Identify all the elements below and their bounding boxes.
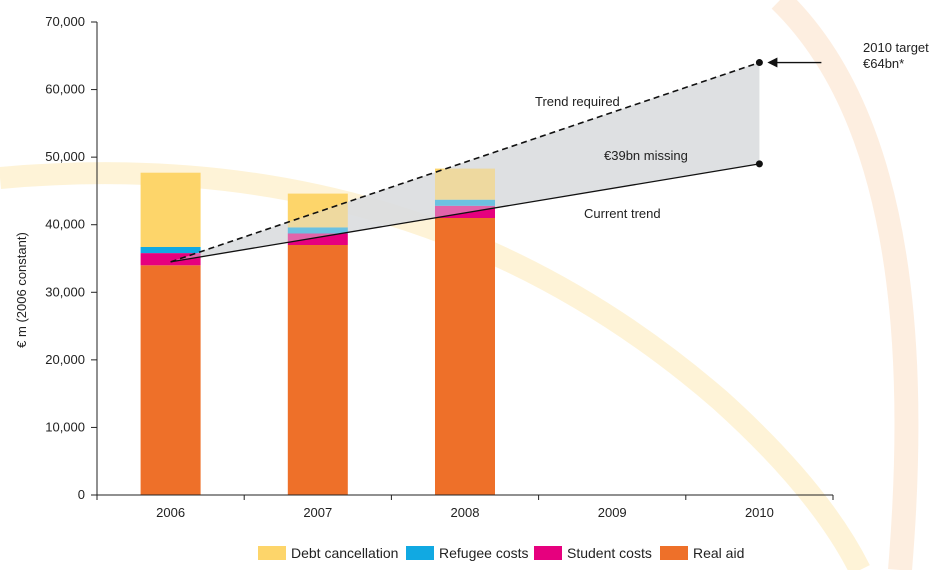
legend-label-refugee-costs: Refugee costs xyxy=(439,545,529,561)
trend-required-line xyxy=(170,61,760,263)
y-tick-label: 50,000 xyxy=(45,149,85,164)
y-tick-label: 60,000 xyxy=(45,82,85,97)
bar-refugee-costs-2006 xyxy=(140,247,201,254)
y-tick-label: 20,000 xyxy=(45,352,85,367)
target-label-line2: €64bn* xyxy=(863,56,904,71)
legend-swatch-student-costs xyxy=(534,546,562,560)
y-tick-label: 30,000 xyxy=(45,284,85,299)
legend-swatch-refugee-costs xyxy=(406,546,434,560)
gap-label: €39bn missing xyxy=(604,148,688,163)
x-tick-label: 2006 xyxy=(156,505,185,520)
current-end-point xyxy=(755,160,763,168)
bar-real-aid-2008 xyxy=(435,218,495,495)
trend-required-label: Trend required xyxy=(535,94,620,109)
bar-debt-cancellation-2006 xyxy=(140,172,201,247)
y-tick-label: 0 xyxy=(78,487,85,502)
bar-refugee-costs-2008 xyxy=(435,199,495,206)
target-point xyxy=(755,59,763,67)
x-tick-label: 2008 xyxy=(451,505,480,520)
background-arc-orange xyxy=(771,0,919,570)
bar-debt-cancellation-2008 xyxy=(435,168,495,200)
bar-real-aid-2006 xyxy=(140,265,201,495)
background-arc-yellow xyxy=(0,162,870,570)
legend-swatch-real-aid xyxy=(660,546,688,560)
legend-label-real-aid: Real aid xyxy=(693,545,744,561)
x-tick-label: 2009 xyxy=(598,505,627,520)
bar-debt-cancellation-2007 xyxy=(287,193,348,228)
bar-real-aid-2007 xyxy=(287,245,348,495)
y-tick-label: 10,000 xyxy=(45,419,85,434)
bar-student-costs-2007 xyxy=(287,233,348,245)
y-tick-label: 70,000 xyxy=(45,14,85,29)
current-trend-line xyxy=(170,163,760,263)
y-tick-label: 40,000 xyxy=(45,217,85,232)
x-tick-label: 2007 xyxy=(303,505,332,520)
bar-student-costs-2006 xyxy=(140,253,201,266)
y-axis-label: € m (2006 constant) xyxy=(14,232,29,348)
x-tick-label: 2010 xyxy=(745,505,774,520)
current-trend-label: Current trend xyxy=(584,206,661,221)
target-label-line1: 2010 target xyxy=(863,40,929,55)
bar-refugee-costs-2007 xyxy=(287,227,348,234)
legend-label-debt-cancellation: Debt cancellation xyxy=(291,545,398,561)
legend-swatch-debt-cancellation xyxy=(258,546,286,560)
target-arrow-head xyxy=(767,57,778,68)
legend-label-student-costs: Student costs xyxy=(567,545,652,561)
